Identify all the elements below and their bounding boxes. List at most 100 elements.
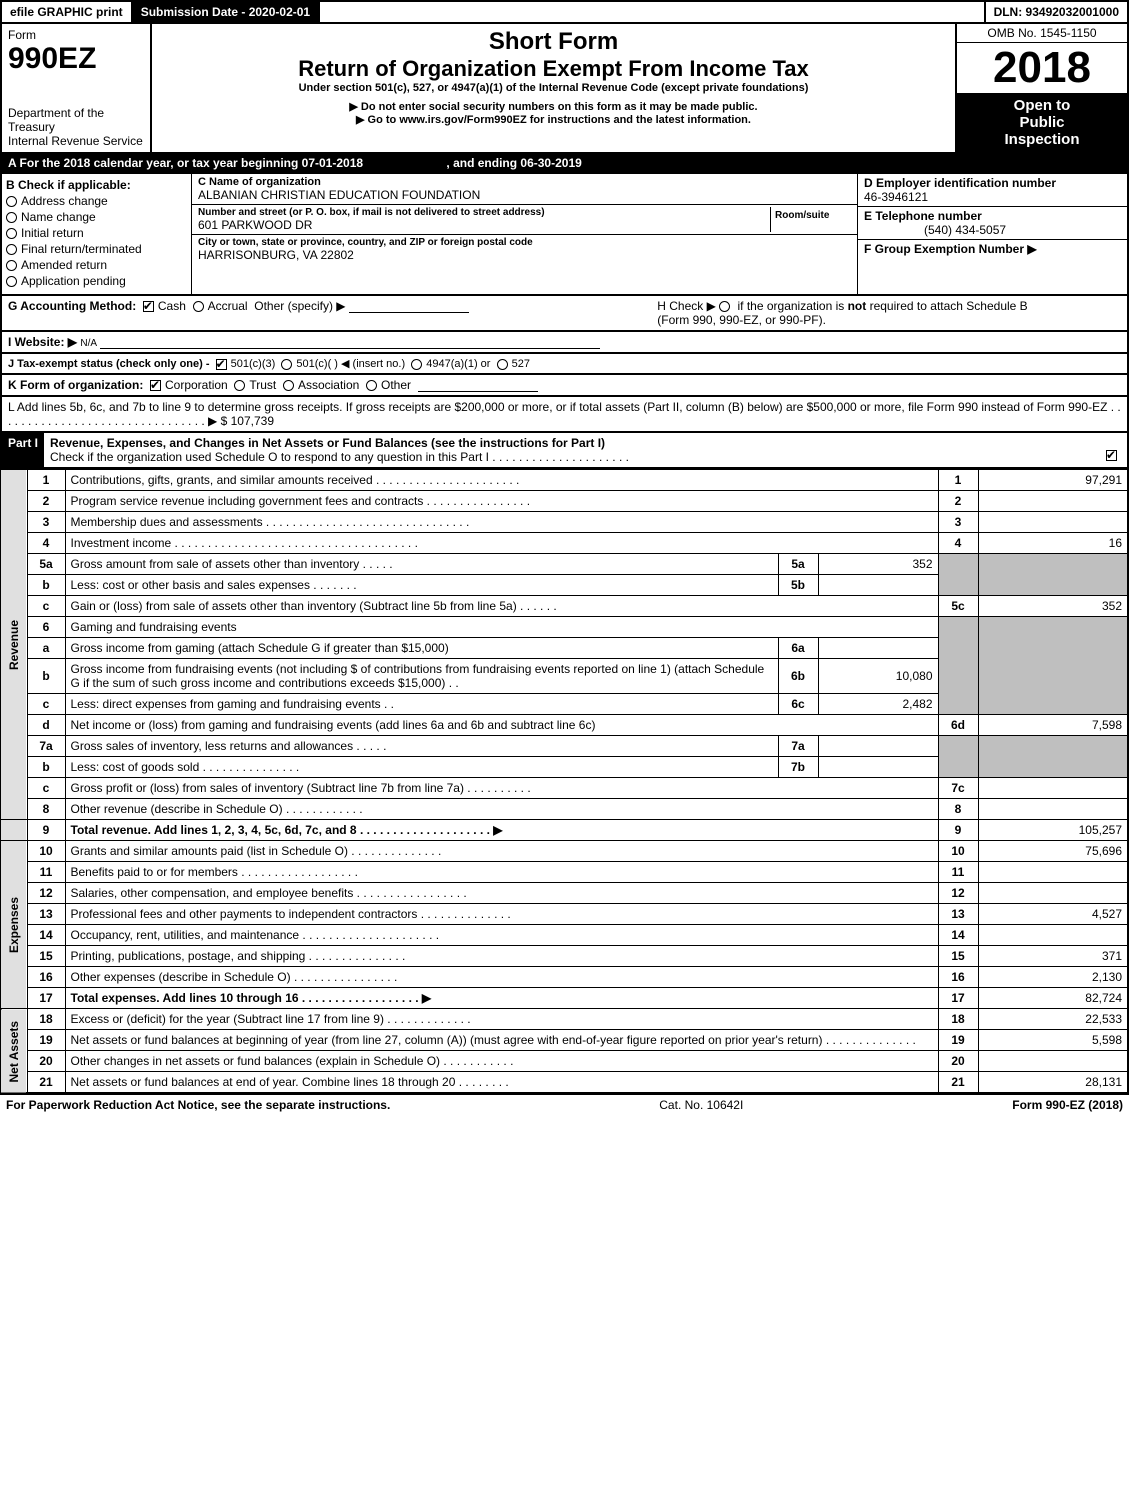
part-i-checknote: Check if the organization used Schedule … (50, 450, 629, 464)
chk-initial-return[interactable] (6, 228, 17, 239)
chk-trust[interactable] (234, 380, 245, 391)
top-bar: efile GRAPHIC print Submission Date - 20… (0, 0, 1129, 24)
warn-text: Do not enter social security numbers on … (361, 101, 758, 113)
open-to: Open to (959, 97, 1125, 114)
header-center: Short Form Return of Organization Exempt… (152, 24, 957, 152)
footer-left: For Paperwork Reduction Act Notice, see … (6, 1098, 390, 1112)
val-21: 28,131 (978, 1072, 1128, 1094)
subtitle: Under section 501(c), 527, or 4947(a)(1)… (158, 82, 949, 94)
desc-2: Program service revenue including govern… (65, 491, 938, 512)
other-org-input[interactable] (418, 380, 538, 392)
c-name-lbl: C Name of organization (198, 176, 851, 188)
form-word: Form (8, 28, 144, 42)
chk-name-change[interactable] (6, 212, 17, 223)
chk-other-org[interactable] (366, 380, 377, 391)
chk-address-change[interactable] (6, 196, 17, 207)
org-addr: 601 PARKWOOD DR (198, 218, 766, 232)
org-info-block: B Check if applicable: Address change Na… (0, 174, 1129, 296)
lbl-accrual: Accrual (208, 299, 248, 313)
goto-text: Go to www.irs.gov/Form990EZ for instruct… (368, 114, 751, 126)
val-16: 2,130 (978, 967, 1128, 988)
calendar-year-row: A For the 2018 calendar year, or tax yea… (0, 154, 1129, 174)
lbl-4947: 4947(a)(1) or (426, 358, 490, 370)
org-city: HARRISONBURG, VA 22802 (198, 248, 851, 262)
subval-6b: 10,080 (818, 659, 938, 694)
chk-assoc[interactable] (283, 380, 294, 391)
val-15: 371 (978, 946, 1128, 967)
desc-10: Grants and similar amounts paid (list in… (65, 841, 938, 862)
side-expenses: Expenses (1, 841, 27, 1009)
subval-5a: 352 (818, 554, 938, 575)
desc-4: Investment income . . . . . . . . . . . … (65, 533, 938, 554)
chk-accrual[interactable] (193, 301, 204, 312)
desc-14: Occupancy, rent, utilities, and maintena… (65, 925, 938, 946)
desc-9-b: Total revenue. Add lines 1, 2, 3, 4, 5c,… (71, 823, 503, 837)
ein-lbl: D Employer identification number (864, 176, 1056, 190)
desc-12: Salaries, other compensation, and employ… (65, 883, 938, 904)
chk-4947[interactable] (411, 359, 422, 370)
topbar-spacer (320, 2, 985, 22)
desc-21: Net assets or fund balances at end of ye… (65, 1072, 938, 1094)
desc-6d: Net income or (loss) from gaming and fun… (65, 715, 938, 736)
lbl-corp: Corporation (165, 378, 228, 392)
val-1: 97,291 (978, 470, 1128, 491)
l-text: L Add lines 5b, 6c, and 7b to line 9 to … (8, 400, 1121, 428)
chk-501c[interactable] (281, 359, 292, 370)
desc-18: Excess or (deficit) for the year (Subtra… (65, 1009, 938, 1030)
dln: DLN: 93492032001000 (986, 2, 1127, 22)
lbl-other-org: Other (381, 378, 411, 392)
side-revenue: Revenue (1, 470, 27, 820)
val-6d: 7,598 (978, 715, 1128, 736)
chk-schedule-o[interactable] (1106, 450, 1117, 461)
website-val: N/A (80, 338, 97, 349)
subln-5b: 5b (778, 575, 818, 596)
subln-6a: 6a (778, 638, 818, 659)
num-1: 1 (938, 470, 978, 491)
chk-application-pending[interactable] (6, 276, 17, 287)
header-right: OMB No. 1545-1150 2018 Open to Public In… (957, 24, 1127, 152)
dept-1: Department of the Treasury (8, 106, 144, 134)
chk-cash[interactable] (143, 301, 154, 312)
k-lbl: K Form of organization: (8, 378, 143, 392)
subln-5a: 5a (778, 554, 818, 575)
lbl-amended: Amended return (21, 258, 107, 272)
subval-5b (818, 575, 938, 596)
desc-6a: Gross income from gaming (attach Schedul… (65, 638, 778, 659)
form-number: 990EZ (8, 42, 144, 76)
other-input[interactable] (349, 301, 469, 313)
chk-amended[interactable] (6, 260, 17, 271)
submission-date: Submission Date - 2020-02-01 (133, 2, 320, 22)
chk-corp[interactable] (150, 380, 161, 391)
val-10: 75,696 (978, 841, 1128, 862)
val-18: 22,533 (978, 1009, 1128, 1030)
lbl-501c3: 501(c)(3) (231, 358, 276, 370)
omb-number: OMB No. 1545-1150 (957, 24, 1127, 43)
desc-6c: Less: direct expenses from gaming and fu… (65, 694, 778, 715)
form-header: Form 990EZ Department of the Treasury In… (0, 24, 1129, 154)
line-j: J Tax-exempt status (check only one) - 5… (0, 354, 1129, 375)
line-i: I Website: ▶ N/A (0, 332, 1129, 354)
city-lbl: City or town, state or province, country… (198, 237, 851, 248)
line-g-h: G Accounting Method: Cash Accrual Other … (0, 296, 1129, 332)
subln-7a: 7a (778, 736, 818, 757)
lbl-application-pending: Application pending (21, 274, 126, 288)
lbl-527: 527 (512, 358, 530, 370)
room-lbl: Room/suite (775, 210, 829, 221)
lbl-cash: Cash (158, 299, 186, 313)
dept-2: Internal Revenue Service (8, 134, 144, 148)
chk-527[interactable] (497, 359, 508, 370)
chk-501c3[interactable] (216, 359, 227, 370)
header-left: Form 990EZ Department of the Treasury In… (2, 24, 152, 152)
website-underline (100, 337, 600, 349)
desc-13: Professional fees and other payments to … (65, 904, 938, 925)
desc-7b: Less: cost of goods sold . . . . . . . .… (65, 757, 778, 778)
chk-h[interactable] (719, 301, 730, 312)
lbl-501c: 501(c)( ) ◀ (insert no.) (296, 358, 405, 370)
part-i-header: Part I Revenue, Expenses, and Changes in… (0, 433, 1129, 469)
side-netassets: Net Assets (1, 1009, 27, 1094)
subval-6a (818, 638, 938, 659)
desc-5c: Gain or (loss) from sale of assets other… (65, 596, 938, 617)
part-i-title: Revenue, Expenses, and Changes in Net As… (50, 436, 605, 450)
desc-5a: Gross amount from sale of assets other t… (65, 554, 778, 575)
chk-final-return[interactable] (6, 244, 17, 255)
